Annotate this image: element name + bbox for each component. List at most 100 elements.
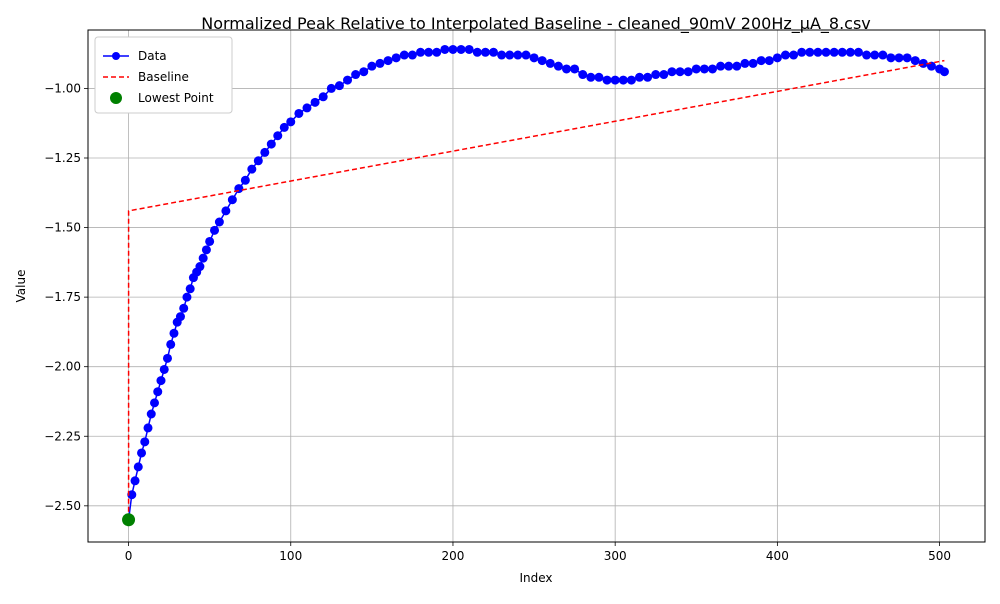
data-point xyxy=(602,75,612,85)
x-tick-label: 500 xyxy=(928,549,951,563)
data-point xyxy=(553,61,563,71)
data-point xyxy=(756,56,766,66)
baseline-series-line xyxy=(127,59,945,520)
data-point xyxy=(343,75,353,85)
axes-frame xyxy=(87,29,986,543)
data-point xyxy=(489,47,499,57)
data-point xyxy=(939,67,949,77)
data-point xyxy=(570,64,580,74)
data-point xyxy=(416,47,426,57)
data-point xyxy=(635,72,645,82)
data-point xyxy=(594,72,604,82)
data-point xyxy=(699,64,709,74)
data-point xyxy=(179,303,189,313)
data-point xyxy=(497,50,507,60)
data-point xyxy=(260,147,270,157)
data-point xyxy=(456,44,466,54)
x-tick-label: 0 xyxy=(125,549,133,563)
y-tick-label: −2.50 xyxy=(44,499,81,513)
y-tick-label: −1.25 xyxy=(44,151,81,165)
y-axis-label: Value xyxy=(14,270,28,303)
data-point xyxy=(175,312,185,322)
data-point xyxy=(837,47,847,57)
data-point xyxy=(618,75,628,85)
data-point xyxy=(651,70,661,80)
data-point xyxy=(724,61,734,71)
data-point xyxy=(146,409,156,419)
data-point xyxy=(156,376,166,386)
data-point xyxy=(334,81,344,91)
data-point xyxy=(153,387,163,397)
data-point xyxy=(562,64,572,74)
data-point xyxy=(829,47,839,57)
data-point xyxy=(432,47,442,57)
data-point xyxy=(878,50,888,60)
data-point xyxy=(894,53,904,63)
data-point xyxy=(853,47,863,57)
data-point xyxy=(740,58,750,68)
data-point xyxy=(870,50,880,60)
x-tick-label: 400 xyxy=(766,549,789,563)
data-point xyxy=(143,423,153,433)
data-point xyxy=(691,64,701,74)
legend-label-baseline: Baseline xyxy=(138,70,189,84)
x-axis-label: Index xyxy=(519,571,552,585)
legend-lowest-point-marker xyxy=(110,92,122,104)
axis-ticks: 0 100 200 300 400 500 −2.50 −2.25 −2.00 −1.75 −1.5… xyxy=(44,81,951,563)
data-point xyxy=(214,217,224,227)
y-tick-label: −1.50 xyxy=(44,221,81,235)
data-point xyxy=(201,245,211,255)
data-point xyxy=(359,67,369,77)
data-point xyxy=(513,50,523,60)
data-point xyxy=(391,53,401,63)
data-point xyxy=(707,64,717,74)
plot-area xyxy=(122,44,949,527)
data-point xyxy=(195,262,205,272)
data-point xyxy=(448,44,458,54)
data-point xyxy=(789,50,799,60)
data-point xyxy=(130,476,140,486)
data-point xyxy=(166,339,176,349)
data-point xyxy=(127,490,137,500)
data-point xyxy=(286,117,296,127)
y-tick-label: −1.75 xyxy=(44,290,81,304)
data-point xyxy=(221,206,231,216)
data-point xyxy=(586,72,596,82)
data-point xyxy=(318,92,328,102)
data-point xyxy=(162,353,172,363)
data-point xyxy=(902,53,912,63)
data-point xyxy=(521,50,531,60)
data-point xyxy=(159,364,169,374)
legend-data-marker xyxy=(112,52,120,60)
legend-label-lowest-point: Lowest Point xyxy=(138,91,214,105)
data-point xyxy=(780,50,790,60)
data-point xyxy=(772,53,782,63)
data-point xyxy=(198,253,208,263)
grid xyxy=(88,30,985,542)
data-point xyxy=(805,47,815,57)
data-point xyxy=(464,44,474,54)
data-point xyxy=(367,61,377,71)
data-point xyxy=(240,175,250,185)
data-point xyxy=(472,47,482,57)
y-tick-label: −2.00 xyxy=(44,360,81,374)
data-point xyxy=(797,47,807,57)
legend: Data Baseline Lowest Point xyxy=(94,36,233,114)
data-point xyxy=(732,61,742,71)
data-point xyxy=(279,122,289,132)
data-point xyxy=(294,108,304,118)
lowest-point-marker xyxy=(122,513,136,527)
x-tick-label: 200 xyxy=(442,549,465,563)
data-point xyxy=(716,61,726,71)
data-point xyxy=(578,70,588,80)
data-point xyxy=(399,50,409,60)
chart-title: Normalized Peak Relative to Interpolated… xyxy=(201,14,871,34)
data-point xyxy=(626,75,636,85)
data-point xyxy=(748,58,758,68)
y-tick-label: −2.25 xyxy=(44,429,81,443)
data-point xyxy=(886,53,896,63)
legend-box xyxy=(94,36,233,114)
data-point xyxy=(529,53,539,63)
